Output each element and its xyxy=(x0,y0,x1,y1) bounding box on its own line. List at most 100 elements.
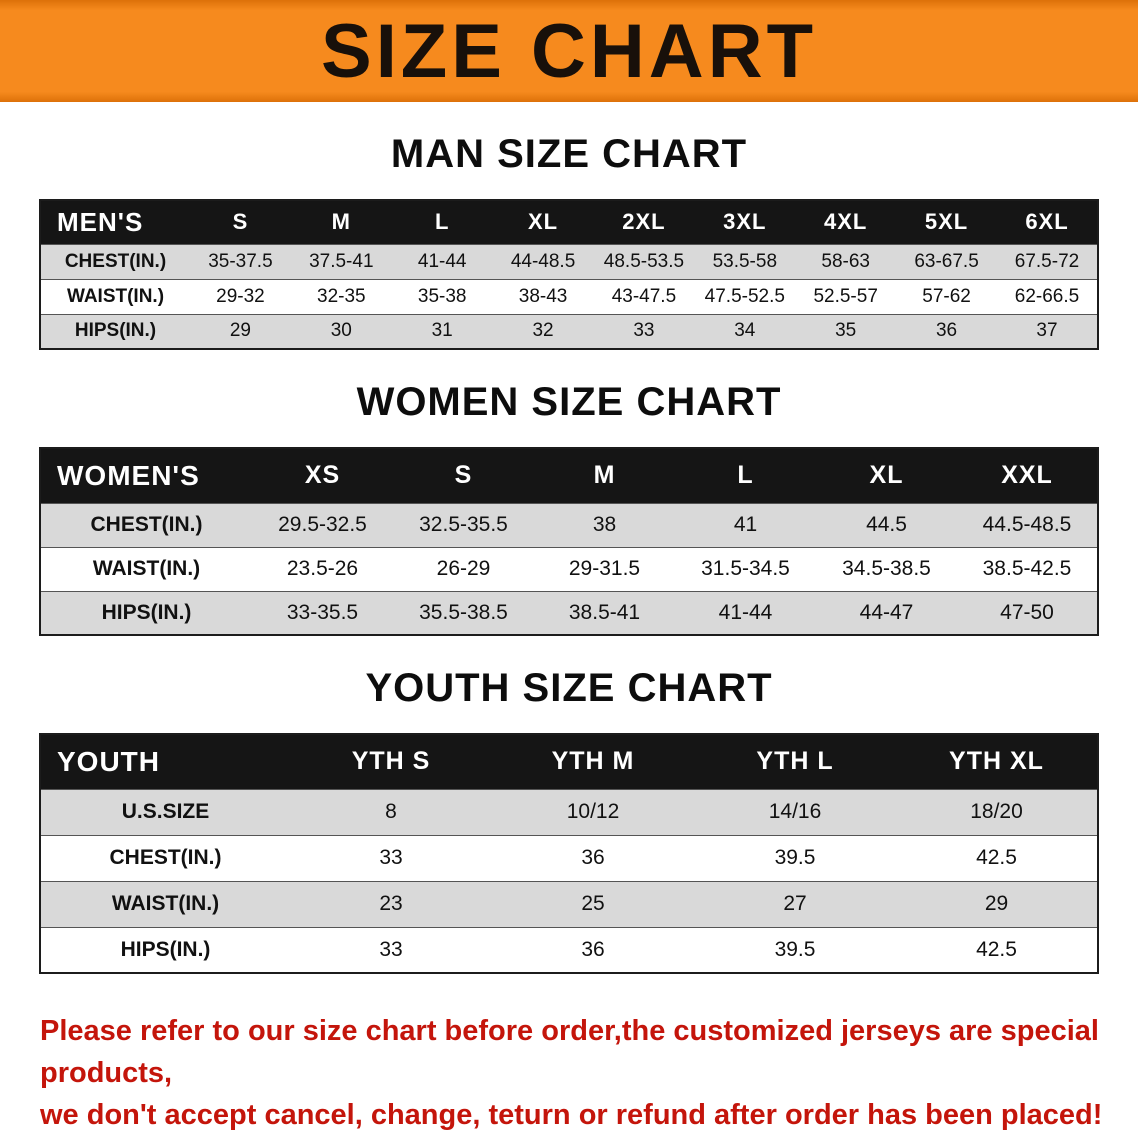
measurement-value: 37.5-41 xyxy=(290,243,392,280)
measurement-value: 47.5-52.5 xyxy=(694,278,796,315)
measurement-label: U.S.SIZE xyxy=(40,788,290,836)
measurement-value: 33 xyxy=(593,313,695,350)
table-title-cell: WOMEN'S xyxy=(40,447,252,504)
measurement-value: 29-31.5 xyxy=(534,546,675,592)
measurement-value: 42.5 xyxy=(896,834,1098,882)
size-column-header: YTH S xyxy=(290,733,492,790)
measurement-value: 52.5-57 xyxy=(795,278,897,315)
measurement-value: 18/20 xyxy=(896,788,1098,836)
measurement-value: 41-44 xyxy=(391,243,493,280)
notice-line-1: Please refer to our size chart before or… xyxy=(40,1015,1099,1090)
measurement-value: 27 xyxy=(694,880,896,928)
size-column-header: XXL xyxy=(957,447,1098,504)
measurement-value: 29-32 xyxy=(190,278,291,315)
size-column-header: 6XL xyxy=(997,199,1098,245)
measurement-value: 38-43 xyxy=(492,278,594,315)
measurement-value: 58-63 xyxy=(795,243,897,280)
table-header-row: YOUTH YTH S YTH M YTH L YTH XL xyxy=(40,733,1098,790)
measurement-value: 25 xyxy=(492,880,694,928)
measurement-value: 8 xyxy=(290,788,492,836)
measurement-value: 44.5 xyxy=(816,502,957,548)
measurement-value: 67.5-72 xyxy=(997,243,1098,280)
measurement-value: 38 xyxy=(534,502,675,548)
measurement-label: WAIST(IN.) xyxy=(40,546,252,592)
measurement-value: 35-37.5 xyxy=(190,243,291,280)
measurement-value: 36 xyxy=(492,926,694,974)
measurement-value: 37 xyxy=(997,313,1098,350)
measurement-value: 41-44 xyxy=(675,590,816,636)
table-row: CHEST(IN.) 35-37.5 37.5-41 41-44 44-48.5 48.5… xyxy=(40,243,1098,280)
size-column-header: YTH M xyxy=(492,733,694,790)
measurement-value: 38.5-42.5 xyxy=(957,546,1098,592)
table-title-cell: YOUTH xyxy=(40,733,290,790)
measurement-value: 53.5-58 xyxy=(694,243,796,280)
measurement-label: CHEST(IN.) xyxy=(40,243,190,280)
measurement-value: 36 xyxy=(896,313,997,350)
measurement-value: 26-29 xyxy=(393,546,534,592)
measurement-label: HIPS(IN.) xyxy=(40,590,252,636)
measurement-value: 29.5-32.5 xyxy=(252,502,393,548)
youth-section-heading: YOUTH SIZE CHART xyxy=(365,666,773,710)
measurement-value: 44.5-48.5 xyxy=(957,502,1098,548)
women-size-section: WOMEN SIZE CHART WOMEN'S XS S M L XL XXL CHEST(… xyxy=(0,380,1138,636)
measurement-value: 30 xyxy=(290,313,392,350)
table-header-row: WOMEN'S XS S M L XL XXL xyxy=(40,447,1098,504)
measurement-value: 33 xyxy=(290,926,492,974)
measurement-value: 34 xyxy=(694,313,796,350)
measurement-value: 57-62 xyxy=(896,278,997,315)
measurement-value: 38.5-41 xyxy=(534,590,675,636)
size-column-header: 5XL xyxy=(896,199,997,245)
measurement-value: 63-67.5 xyxy=(896,243,997,280)
measurement-label: HIPS(IN.) xyxy=(40,926,290,974)
size-column-header: 4XL xyxy=(795,199,897,245)
measurement-value: 29 xyxy=(190,313,291,350)
measurement-value: 14/16 xyxy=(694,788,896,836)
measurement-value: 33 xyxy=(290,834,492,882)
size-column-header: XS xyxy=(252,447,393,504)
size-column-header: 2XL xyxy=(593,199,695,245)
table-row: CHEST(IN.) 29.5-32.5 32.5-35.5 38 41 44.5 44.5… xyxy=(40,502,1098,548)
measurement-value: 32 xyxy=(492,313,594,350)
size-column-header: S xyxy=(393,447,534,504)
measurement-value: 36 xyxy=(492,834,694,882)
youth-size-table: YOUTH YTH S YTH M YTH L YTH XL U.S.SIZE 8 10/12… xyxy=(39,733,1099,974)
measurement-value: 31 xyxy=(391,313,493,350)
size-column-header: YTH L xyxy=(694,733,896,790)
table-row: CHEST(IN.) 33 36 39.5 42.5 xyxy=(40,834,1098,882)
measurement-value: 33-35.5 xyxy=(252,590,393,636)
measurement-value: 35 xyxy=(795,313,897,350)
table-row: U.S.SIZE 8 10/12 14/16 18/20 xyxy=(40,788,1098,836)
measurement-value: 35.5-38.5 xyxy=(393,590,534,636)
measurement-label: WAIST(IN.) xyxy=(40,278,190,315)
measurement-value: 44-48.5 xyxy=(492,243,594,280)
measurement-value: 32-35 xyxy=(290,278,392,315)
women-section-heading: WOMEN SIZE CHART xyxy=(356,380,782,424)
measurement-value: 34.5-38.5 xyxy=(816,546,957,592)
table-title-cell: MEN'S xyxy=(40,199,190,245)
measurement-value: 39.5 xyxy=(694,834,896,882)
measurement-value: 62-66.5 xyxy=(997,278,1098,315)
measurement-value: 23 xyxy=(290,880,492,928)
men-section-heading: MAN SIZE CHART xyxy=(390,132,748,176)
measurement-value: 47-50 xyxy=(957,590,1098,636)
measurement-label: CHEST(IN.) xyxy=(40,502,252,548)
size-column-header: S xyxy=(190,199,291,245)
measurement-value: 31.5-34.5 xyxy=(675,546,816,592)
men-size-section: MAN SIZE CHART MEN'S S M L XL 2XL 3XL 4XL 5XL 6XL… xyxy=(0,132,1138,350)
measurement-value: 10/12 xyxy=(492,788,694,836)
size-column-header: L xyxy=(675,447,816,504)
notice-line-2: we don't accept cancel, change, teturn o… xyxy=(40,1099,1103,1132)
measurement-value: 48.5-53.5 xyxy=(593,243,695,280)
table-header-row: MEN'S S M L XL 2XL 3XL 4XL 5XL 6XL xyxy=(40,199,1098,245)
measurement-value: 43-47.5 xyxy=(593,278,695,315)
measurement-value: 39.5 xyxy=(694,926,896,974)
measurement-value: 44-47 xyxy=(816,590,957,636)
size-column-header: L xyxy=(391,199,493,245)
measurement-label: CHEST(IN.) xyxy=(40,834,290,882)
measurement-value: 32.5-35.5 xyxy=(393,502,534,548)
table-row: WAIST(IN.) 29-32 32-35 35-38 38-43 43-47.5 47.… xyxy=(40,278,1098,315)
footer-notice: Please refer to our size chart before or… xyxy=(40,1010,1120,1136)
table-row: WAIST(IN.) 23 25 27 29 xyxy=(40,880,1098,928)
measurement-value: 29 xyxy=(896,880,1098,928)
